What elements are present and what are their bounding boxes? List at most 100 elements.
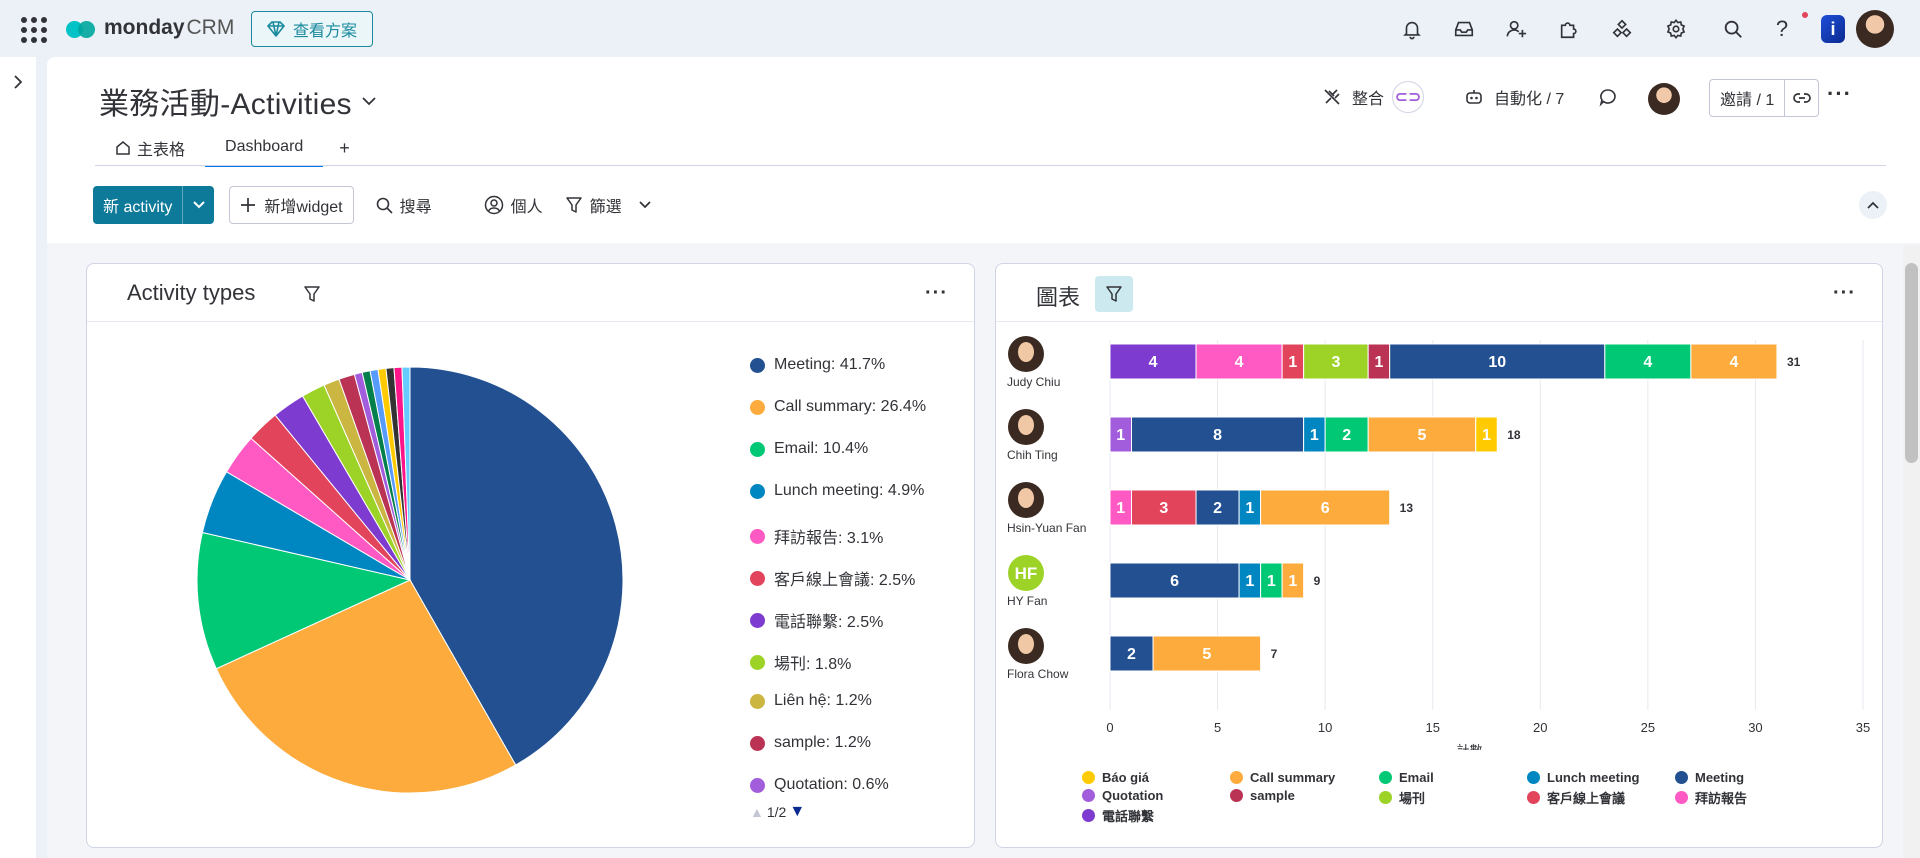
bar-segment[interactable]	[1324, 416, 1369, 453]
bar-legend-item[interactable]: Email	[1379, 770, 1434, 785]
view-tabs: 主表格 Dashboard +	[95, 129, 366, 167]
tab-main-table[interactable]: 主表格	[95, 129, 205, 167]
board-toolbar: 新 activity 新增widget 搜尋 個人 篩選	[93, 186, 651, 224]
integrate-label: 整合	[1352, 91, 1385, 108]
apps-grid-icon[interactable]	[21, 17, 47, 43]
tab-dashboard[interactable]: Dashboard	[205, 129, 324, 167]
legend-item[interactable]: 拜訪報告: 3.1%	[750, 524, 883, 548]
pie-slice[interactable]	[409, 366, 624, 766]
bar-legend-item[interactable]: 拜訪報告	[1675, 788, 1747, 807]
add-widget-button[interactable]: 新增widget	[229, 186, 354, 224]
board-title-text: 業務活動-Activities	[99, 88, 352, 121]
pie-slice[interactable]	[215, 579, 517, 794]
bar-segment[interactable]	[1604, 343, 1692, 380]
integrations-icon[interactable]	[1556, 16, 1582, 42]
pie-chart[interactable]	[190, 360, 630, 800]
legend-item[interactable]: Liên hệ: 1.2%	[750, 692, 872, 710]
person-name-label: HY Fan	[1007, 594, 1047, 608]
legend-label: sample	[1250, 788, 1295, 803]
pager-prev-icon[interactable]: ▲	[750, 804, 764, 820]
monday-logo[interactable]: mondayCRM	[66, 16, 234, 40]
integrate-button[interactable]: 整合 ⊂⊃	[1322, 79, 1425, 115]
bar-segment[interactable]	[1131, 489, 1197, 526]
bar-legend-item[interactable]: 客戶線上會議	[1527, 788, 1625, 807]
legend-item[interactable]: Meeting: 41.7%	[750, 356, 885, 374]
new-item-button[interactable]: 新 activity	[103, 199, 173, 216]
invite-button[interactable]: 邀請 / 1	[1720, 92, 1775, 109]
filter-button[interactable]	[1095, 276, 1133, 312]
new-item-dropdown[interactable]	[182, 186, 214, 224]
see-plans-button[interactable]: 查看方案	[251, 11, 373, 47]
bar-segment[interactable]	[1109, 635, 1154, 672]
settings-icon[interactable]	[1663, 16, 1689, 42]
invite-members-icon[interactable]	[1503, 16, 1529, 42]
legend-item[interactable]: Email: 10.4%	[750, 440, 868, 458]
bar-legend-item[interactable]: Meeting	[1675, 770, 1744, 785]
inbox-icon[interactable]	[1451, 16, 1477, 42]
legend-item[interactable]: Quotation: 0.6%	[750, 776, 889, 794]
bar-segment[interactable]	[1109, 562, 1240, 599]
legend-item[interactable]: Call summary: 26.4%	[750, 398, 926, 416]
bar-segment[interactable]	[1367, 416, 1477, 453]
pie-slice[interactable]	[196, 531, 412, 670]
automations-label: 自動化 / 7	[1494, 91, 1565, 108]
user-avatar[interactable]	[1856, 10, 1894, 48]
legend-item[interactable]: 客戶線上會議: 2.5%	[750, 566, 915, 590]
integration-app-icon: ⊂⊃	[1392, 81, 1425, 113]
bar-segment[interactable]	[1281, 562, 1305, 599]
bar-legend-item[interactable]: Quotation	[1082, 788, 1163, 803]
help-icon[interactable]: ?	[1775, 16, 1789, 41]
search-icon[interactable]	[1720, 16, 1746, 42]
bar-legend-item[interactable]: sample	[1230, 788, 1295, 803]
widget-menu-icon[interactable]: ···	[925, 282, 948, 304]
legend-item[interactable]: sample: 1.2%	[750, 734, 871, 752]
board-title[interactable]: 業務活動-Activities	[99, 79, 376, 123]
chevron-down-icon[interactable]	[639, 201, 651, 209]
legend-label: Liên hệ: 1.2%	[774, 692, 872, 709]
legend-item[interactable]: 場刊: 1.8%	[750, 650, 851, 674]
apps-icon[interactable]: i	[1821, 15, 1845, 43]
widget-menu-icon[interactable]: ···	[1833, 282, 1856, 304]
bar-segment[interactable]	[1195, 343, 1283, 380]
pie-slice[interactable]	[401, 366, 411, 581]
collapse-header-button[interactable]	[1859, 191, 1887, 219]
filter-button[interactable]: 篩選	[565, 193, 651, 217]
bar-segment[interactable]	[1475, 416, 1498, 453]
widget-title[interactable]: Activity types	[127, 280, 256, 305]
automations-button[interactable]: 自動化 / 7	[1464, 79, 1564, 115]
bell-icon[interactable]	[1399, 16, 1425, 42]
bar-segment-value: 10	[1488, 354, 1506, 371]
bar-legend-item[interactable]: Báo giá	[1082, 770, 1149, 785]
legend-item[interactable]: Lunch meeting: 4.9%	[750, 482, 924, 500]
bar-segment[interactable]	[1152, 635, 1262, 672]
scrollbar-thumb[interactable]	[1905, 263, 1918, 463]
updates-icon[interactable]	[1598, 79, 1618, 115]
filter-label: 篩選	[589, 199, 622, 216]
bar-total-value: 7	[1271, 647, 1278, 661]
add-view-button[interactable]: +	[339, 137, 350, 158]
bar-legend-item[interactable]: Lunch meeting	[1527, 770, 1639, 785]
bar-segment-value: 4	[1235, 354, 1244, 371]
stacked-bar-chart[interactable]: 05101520253035計數Judy Chiu44131104431Chih…	[995, 330, 1883, 750]
expand-sidebar-button[interactable]	[5, 67, 31, 97]
board-member-avatar[interactable]	[1648, 83, 1680, 115]
legend-item[interactable]: 電話聯繫: 2.5%	[750, 608, 883, 632]
bar-legend-item[interactable]: 電話聯繫	[1082, 806, 1154, 825]
legend-dot	[750, 777, 765, 793]
filter-icon[interactable]	[303, 285, 321, 303]
search-button[interactable]: 搜尋	[376, 193, 432, 217]
bar-segment-value: 2	[1342, 427, 1351, 444]
templates-icon[interactable]	[1609, 16, 1635, 42]
bar-legend-item[interactable]: Call summary	[1230, 770, 1335, 785]
bar-segment[interactable]	[1260, 489, 1391, 526]
more-options-icon[interactable]: ···	[1827, 81, 1852, 106]
person-avatar[interactable]	[1008, 555, 1044, 591]
legend-dot	[1675, 771, 1688, 784]
bar-legend-item[interactable]: 場刊	[1379, 788, 1425, 807]
person-filter-button[interactable]: 個人	[484, 193, 543, 217]
copy-link-icon[interactable]	[1784, 80, 1818, 116]
pager-next-icon[interactable]: ▼	[789, 803, 806, 820]
integrate-icon	[1324, 89, 1340, 105]
bar-segment[interactable]	[1690, 343, 1778, 380]
widget-title[interactable]: 圖表	[1036, 285, 1081, 310]
